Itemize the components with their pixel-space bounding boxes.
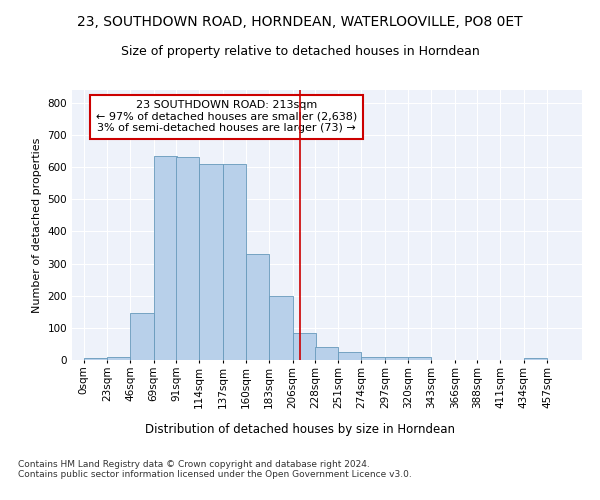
Bar <box>338 352 361 360</box>
Bar <box>293 334 316 360</box>
Text: Size of property relative to detached houses in Horndean: Size of property relative to detached ho… <box>121 45 479 58</box>
Bar <box>199 164 223 360</box>
Y-axis label: Number of detached properties: Number of detached properties <box>32 138 42 312</box>
Bar <box>246 254 269 360</box>
Bar <box>524 358 547 360</box>
Bar <box>154 156 177 360</box>
Text: Distribution of detached houses by size in Horndean: Distribution of detached houses by size … <box>145 422 455 436</box>
Bar <box>361 357 385 360</box>
Bar <box>176 158 199 360</box>
Bar <box>385 357 408 360</box>
Bar <box>107 357 130 360</box>
Bar <box>408 357 431 360</box>
Bar <box>130 314 154 360</box>
Text: 23 SOUTHDOWN ROAD: 213sqm
← 97% of detached houses are smaller (2,638)
3% of sem: 23 SOUTHDOWN ROAD: 213sqm ← 97% of detac… <box>96 100 357 134</box>
Bar <box>223 164 246 360</box>
Bar <box>269 296 293 360</box>
Bar <box>83 358 107 360</box>
Text: Contains HM Land Registry data © Crown copyright and database right 2024.
Contai: Contains HM Land Registry data © Crown c… <box>18 460 412 479</box>
Text: 23, SOUTHDOWN ROAD, HORNDEAN, WATERLOOVILLE, PO8 0ET: 23, SOUTHDOWN ROAD, HORNDEAN, WATERLOOVI… <box>77 15 523 29</box>
Bar <box>315 347 338 360</box>
